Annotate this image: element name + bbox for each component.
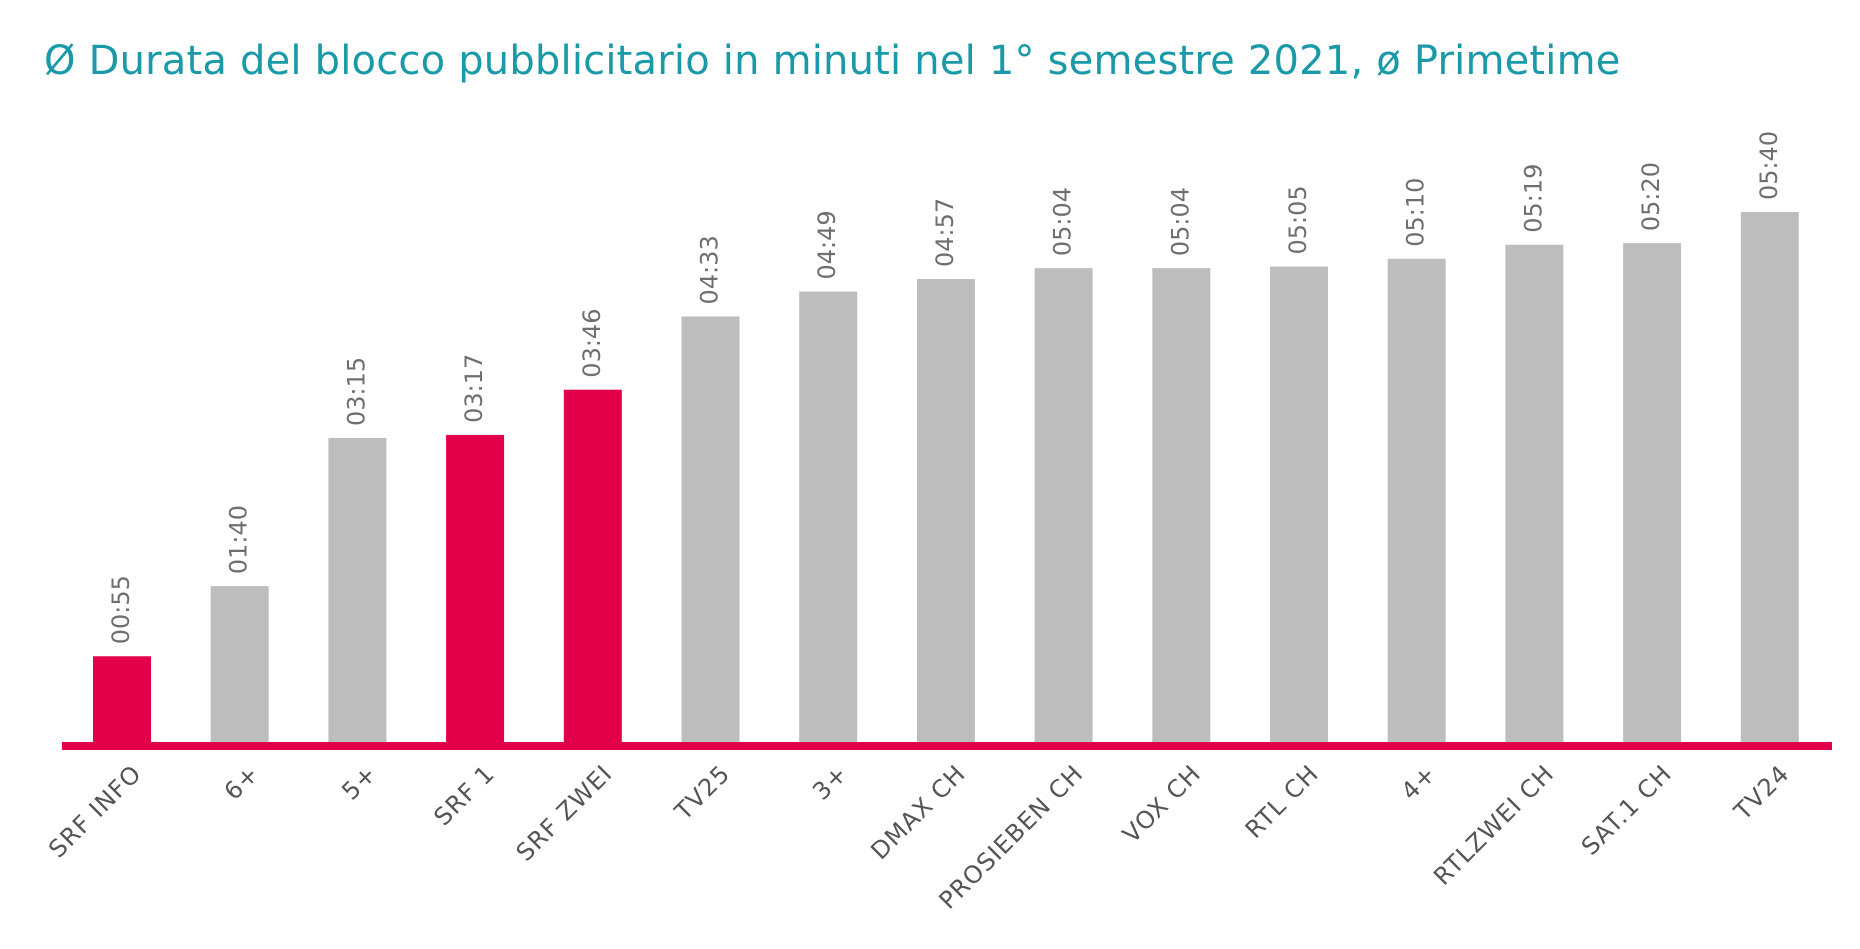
value-label-rtlzwei-ch: 05:19 xyxy=(1519,164,1547,233)
value-label-srf-1: 03:17 xyxy=(460,354,488,423)
chart-title: Ø Durata del blocco pubblicitario in min… xyxy=(44,38,1621,84)
bar-4 xyxy=(1387,258,1446,742)
bar-vox-ch xyxy=(1152,268,1211,742)
category-label-3: 3+ xyxy=(807,759,853,805)
category-label-4: 4+ xyxy=(1396,759,1442,805)
category-label-srf-1: SRF 1 xyxy=(428,759,500,831)
value-label-prosieben-ch: 05:04 xyxy=(1049,187,1077,256)
value-label-vox-ch: 05:04 xyxy=(1166,187,1194,256)
bar-sat-1-ch xyxy=(1623,243,1682,743)
value-label-tv25: 04:33 xyxy=(696,235,724,304)
category-label-tv24: TV24 xyxy=(1728,759,1795,826)
bar-prosieben-ch xyxy=(1034,268,1093,742)
category-label-dmax-ch: DMAX CH xyxy=(865,759,971,865)
category-label-tv25: TV25 xyxy=(669,759,736,826)
category-label-srf-info: SRF INFO xyxy=(43,759,147,863)
bar-6 xyxy=(210,586,269,742)
value-label-srf-zwei: 03:46 xyxy=(578,309,606,378)
bar-5 xyxy=(328,438,387,742)
value-label-4: 05:10 xyxy=(1402,178,1430,247)
bar-3 xyxy=(799,291,858,742)
bar-rtlzwei-ch xyxy=(1505,244,1564,742)
value-label-dmax-ch: 04:57 xyxy=(931,198,959,267)
bar-srf-1 xyxy=(446,434,505,742)
category-label-5: 5+ xyxy=(336,759,382,805)
category-label-rtl-ch: RTL CH xyxy=(1240,759,1324,843)
bar-rtl-ch xyxy=(1270,266,1328,742)
category-label-sat-1-ch: SAT.1 CH xyxy=(1576,759,1677,860)
value-label-5: 03:15 xyxy=(342,357,370,426)
category-label-6: 6+ xyxy=(219,759,265,805)
value-label-sat-1-ch: 05:20 xyxy=(1637,162,1665,231)
value-label-rtl-ch: 05:05 xyxy=(1284,185,1312,254)
value-labels-layer: 00:55 01:40 03:15 03:17 03:46 04:33 04:49 04:57… xyxy=(107,131,1783,644)
category-label-vox-ch: VOX CH xyxy=(1117,759,1206,848)
bar-dmax-ch xyxy=(916,279,975,742)
value-label-6: 01:40 xyxy=(225,505,253,574)
value-label-srf-info: 00:55 xyxy=(107,575,135,644)
bar-tv25 xyxy=(681,316,740,742)
bar-tv24 xyxy=(1740,212,1799,742)
bar-srf-zwei xyxy=(563,389,622,742)
bar-srf-info xyxy=(93,656,151,742)
value-label-3: 04:49 xyxy=(813,210,841,279)
category-label-rtlzwei-ch: RTLZWEI CH xyxy=(1428,759,1559,890)
bars-layer xyxy=(93,212,1799,743)
value-label-tv24: 05:40 xyxy=(1755,131,1783,200)
category-labels-layer: SRF INFO 6+ 5+ SRF 1 SRF ZWEI TV25 3+ DMAX CHPR… xyxy=(43,759,1795,914)
category-label-srf-zwei: SRF ZWEI xyxy=(511,759,618,866)
